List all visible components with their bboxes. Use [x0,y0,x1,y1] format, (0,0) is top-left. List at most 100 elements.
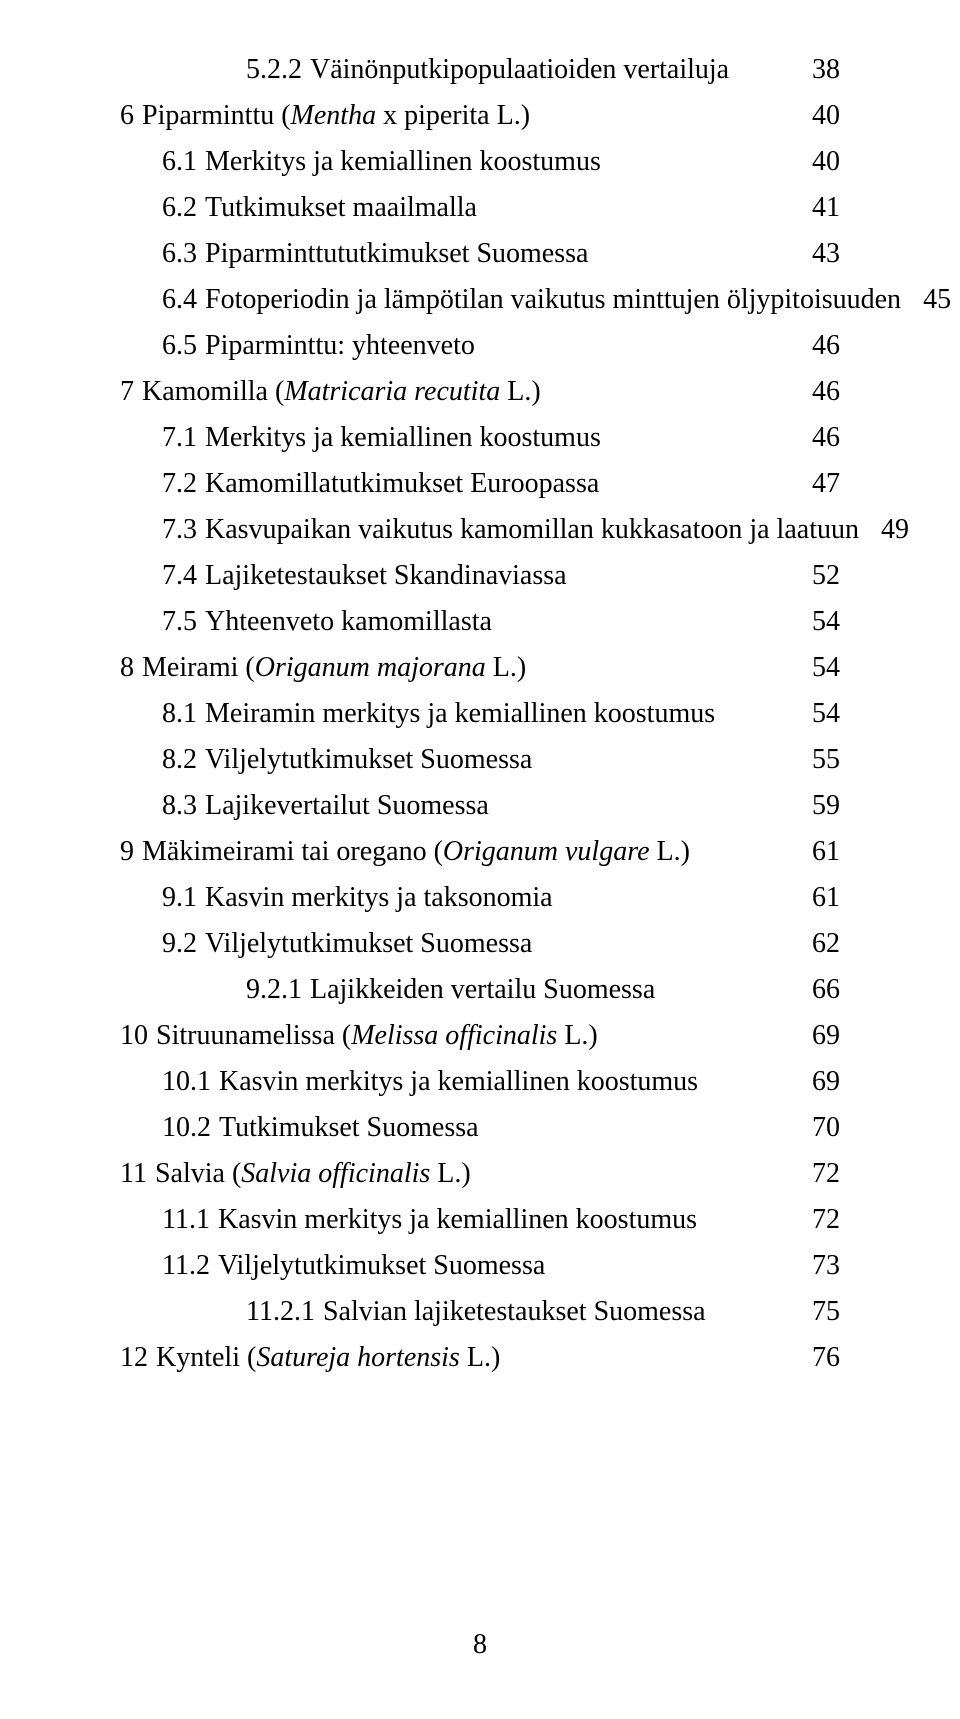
toc-entry-title: Kamomilla (Matricaria recutita L.) [142,378,541,406]
toc-title-text: Lajiketestaukset Skandinaviassa [205,560,567,591]
toc-title-text: Viljelytutkimukset Suomessa [205,744,532,775]
toc-entry-number: 6.5 [162,332,205,360]
toc-entry-number: 5.2.2 [246,56,310,84]
toc-entry-page: 40 [806,148,840,176]
toc-title-text: Tutkimukset Suomessa [219,1112,479,1143]
toc-entry: 11Salvia (Salvia officinalis L.)72 [120,1160,840,1188]
toc-entry-title: Merkitys ja kemiallinen koostumus [205,424,601,452]
toc-title-text-after: L.) [650,836,690,867]
toc-entry-number: 11.2 [162,1252,218,1280]
toc-entry-number: 8.2 [162,746,205,774]
toc-entry-page: 52 [806,562,840,590]
toc-entry-page: 41 [806,194,840,222]
table-of-contents: 5.2.2Väinönputkipopulaatioiden vertailuj… [120,56,840,1372]
toc-entry-page: 49 [875,516,909,544]
toc-entry-number: 8.3 [162,792,205,820]
toc-entry: 7.5Yhteenveto kamomillasta54 [120,608,840,636]
toc-entry-page: 54 [806,700,840,728]
toc-entry-page: 62 [806,930,840,958]
toc-title-text: Väinönputkipopulaatioiden vertailuja [310,54,729,85]
toc-entry: 11.2.1Salvian lajiketestaukset Suomessa7… [120,1298,840,1326]
toc-entry-number: 11.2.1 [246,1298,323,1326]
toc-entry-page: 43 [806,240,840,268]
toc-title-text: Salvia ( [155,1158,241,1189]
toc-title-text: Kasvin merkitys ja kemiallinen koostumus [219,1066,698,1097]
toc-entry: 7Kamomilla (Matricaria recutita L.)46 [120,378,840,406]
toc-entry: 10.2Tutkimukset Suomessa70 [120,1114,840,1142]
toc-entry-number: 8 [120,654,142,682]
toc-entry-number: 9 [120,838,142,866]
toc-entry: 11.1Kasvin merkitys ja kemiallinen koost… [120,1206,840,1234]
toc-title-text: Kamomillatutkimukset Euroopassa [205,468,599,499]
toc-entry-title: Sitruunamelissa (Melissa officinalis L.) [156,1022,598,1050]
toc-title-italic: Origanum majorana [255,652,486,683]
toc-title-text: Piparminttu: yhteenveto [205,330,475,361]
toc-title-italic: Salvia officinalis [241,1158,430,1189]
toc-entry-number: 7.4 [162,562,205,590]
toc-entry: 8Meirami (Origanum majorana L.) 54 [120,654,840,682]
toc-entry-title: Salvia (Salvia officinalis L.) [155,1160,471,1188]
toc-entry-title: Yhteenveto kamomillasta [205,608,492,636]
toc-title-text: Viljelytutkimukset Suomessa [205,928,532,959]
toc-entry-page: 45 [917,286,951,314]
toc-title-text: Kynteli ( [156,1342,256,1373]
toc-title-text-after: L.) [500,376,540,407]
toc-entry-number: 6.1 [162,148,205,176]
toc-entry-title: Piparminttu (Mentha x piperita L.) [142,102,530,130]
toc-entry-page: 47 [806,470,840,498]
page-number: 8 [0,1629,960,1661]
toc-entry-title: Väinönputkipopulaatioiden vertailuja [310,56,729,84]
toc-entry-number: 9.2.1 [246,976,310,1004]
toc-title-text: Sitruunamelissa ( [156,1020,351,1051]
toc-title-text: Mäkimeirami tai oregano ( [142,836,443,867]
toc-entry: 6.5Piparminttu: yhteenveto 46 [120,332,840,360]
toc-entry-page: 61 [806,884,840,912]
toc-entry-page: 40 [806,102,840,130]
toc-title-text: Merkitys ja kemiallinen koostumus [205,146,601,177]
toc-title-text: Salvian lajiketestaukset Suomessa [323,1296,706,1327]
toc-entry-page: 54 [806,654,840,682]
toc-entry-page: 72 [806,1160,840,1188]
toc-title-text-after: L.) [460,1342,500,1373]
toc-entry-number: 9.1 [162,884,205,912]
toc-entry: 9.1Kasvin merkitys ja taksonomia61 [120,884,840,912]
toc-title-text-after: x piperita L.) [376,100,530,131]
toc-entry-title: Tutkimukset Suomessa [219,1114,479,1142]
toc-entry: 9Mäkimeirami tai oregano (Origanum vulga… [120,838,840,866]
toc-entry-page: 38 [806,56,840,84]
toc-entry-page: 54 [806,608,840,636]
toc-title-text: Kasvin merkitys ja kemiallinen koostumus [218,1204,697,1235]
toc-title-italic: Melissa officinalis [351,1020,557,1051]
toc-entry: 9.2Viljelytutkimukset Suomessa62 [120,930,840,958]
toc-title-text: Lajikkeiden vertailu Suomessa [310,974,655,1005]
toc-entry-title: Piparminttututkimukset Suomessa [205,240,588,268]
toc-entry-title: Piparminttu: yhteenveto [205,332,475,360]
toc-entry: 6.1Merkitys ja kemiallinen koostumus 40 [120,148,840,176]
toc-entry: 11.2Viljelytutkimukset Suomessa73 [120,1252,840,1280]
toc-entry-page: 72 [806,1206,840,1234]
toc-entry-title: Kasvin merkitys ja kemiallinen koostumus [218,1206,697,1234]
toc-entry-title: Viljelytutkimukset Suomessa [218,1252,545,1280]
toc-entry-title: Meirami (Origanum majorana L.) [142,654,526,682]
toc-entry: 8.1Meiramin merkitys ja kemiallinen koos… [120,700,840,728]
toc-title-text: Piparminttututkimukset Suomessa [205,238,588,269]
toc-entry: 7.2Kamomillatutkimukset Euroopassa47 [120,470,840,498]
toc-entry: 12Kynteli (Satureja hortensis L.)76 [120,1344,840,1372]
toc-entry-title: Tutkimukset maailmalla [205,194,477,222]
toc-title-text: Piparminttu ( [142,100,291,131]
toc-entry-title: Salvian lajiketestaukset Suomessa [323,1298,706,1326]
toc-entry-number: 6.2 [162,194,205,222]
toc-entry-page: 66 [806,976,840,1004]
toc-entry: 8.3Lajikevertailut Suomessa59 [120,792,840,820]
toc-title-text: Fotoperiodin ja lämpötilan vaikutus mint… [205,284,901,315]
toc-entry-number: 10.2 [162,1114,219,1142]
toc-entry: 9.2.1Lajikkeiden vertailu Suomessa 66 [120,976,840,1004]
toc-title-text: Kamomilla ( [142,376,284,407]
toc-entry-number: 6 [120,102,142,130]
toc-title-text: Kasvupaikan vaikutus kamomillan kukkasat… [205,514,859,545]
toc-entry-page: 46 [806,332,840,360]
toc-entry-number: 6.4 [162,286,205,314]
toc-entry: 5.2.2Väinönputkipopulaatioiden vertailuj… [120,56,840,84]
toc-entry-title: Kynteli (Satureja hortensis L.) [156,1344,500,1372]
toc-title-text-after: L.) [430,1158,470,1189]
